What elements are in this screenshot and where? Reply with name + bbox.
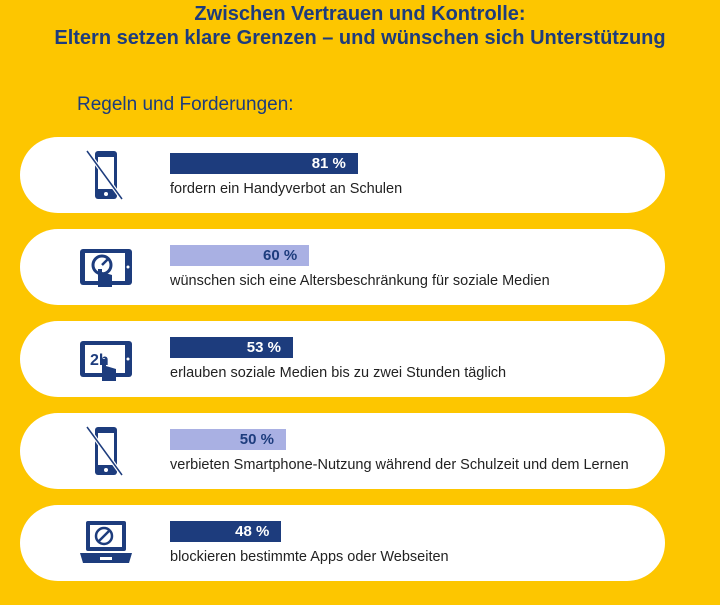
category-label: fordern ein Handyverbot an Schulen bbox=[170, 181, 403, 197]
bar-value-label: 81 % bbox=[311, 155, 346, 172]
category-label: wünschen sich eine Altersbeschränkung fü… bbox=[170, 273, 550, 289]
phone-crossed-icon bbox=[78, 149, 134, 203]
page-title: Zwischen Vertrauen und Kontrolle: Eltern… bbox=[0, 2, 720, 50]
bar: 53 % bbox=[170, 337, 293, 358]
bar-value-label: 60 % bbox=[262, 247, 298, 264]
laptop-blocked-icon bbox=[78, 517, 134, 571]
bar: 81 % bbox=[170, 153, 358, 174]
category-label: verbieten Smartphone-Nutzung während der… bbox=[170, 457, 629, 473]
bar: 60 % bbox=[170, 245, 310, 266]
row-pill: 81 % fordern ein Handyverbot an Schulen bbox=[20, 137, 665, 213]
row-pill: 48 % blockieren bestimmte Apps oder Webse… bbox=[20, 505, 665, 581]
tablet-touch-clock-icon bbox=[78, 241, 134, 295]
bar-value-label: 50 % bbox=[239, 431, 274, 448]
section-subtitle: Regeln und Forderungen: bbox=[77, 94, 294, 115]
title-line-2: Eltern setzen klare Grenzen – und wünsch… bbox=[54, 27, 666, 49]
tablet-2h-icon: 2h bbox=[78, 333, 134, 387]
phone-crossed-icon bbox=[78, 425, 134, 479]
row-pill: 2h 53 % erlauben soziale Medien bis zu zwe… bbox=[20, 321, 665, 397]
bar: 50 % bbox=[170, 429, 286, 450]
row-pill: 60 % wünschen sich eine Altersbeschränkun… bbox=[20, 229, 665, 305]
row-pill: 50 % verbieten Smartphone-Nutzung während… bbox=[20, 413, 665, 489]
category-label: erlauben soziale Medien bis zu zwei Stun… bbox=[170, 365, 507, 381]
title-line-1: Zwischen Vertrauen und Kontrolle: bbox=[194, 3, 526, 25]
bar-value-label: 48 % bbox=[235, 523, 270, 540]
category-label: blockieren bestimmte Apps oder Webseiten bbox=[170, 549, 449, 565]
bar-value-label: 53 % bbox=[246, 339, 281, 356]
bar: 48 % bbox=[170, 521, 282, 542]
